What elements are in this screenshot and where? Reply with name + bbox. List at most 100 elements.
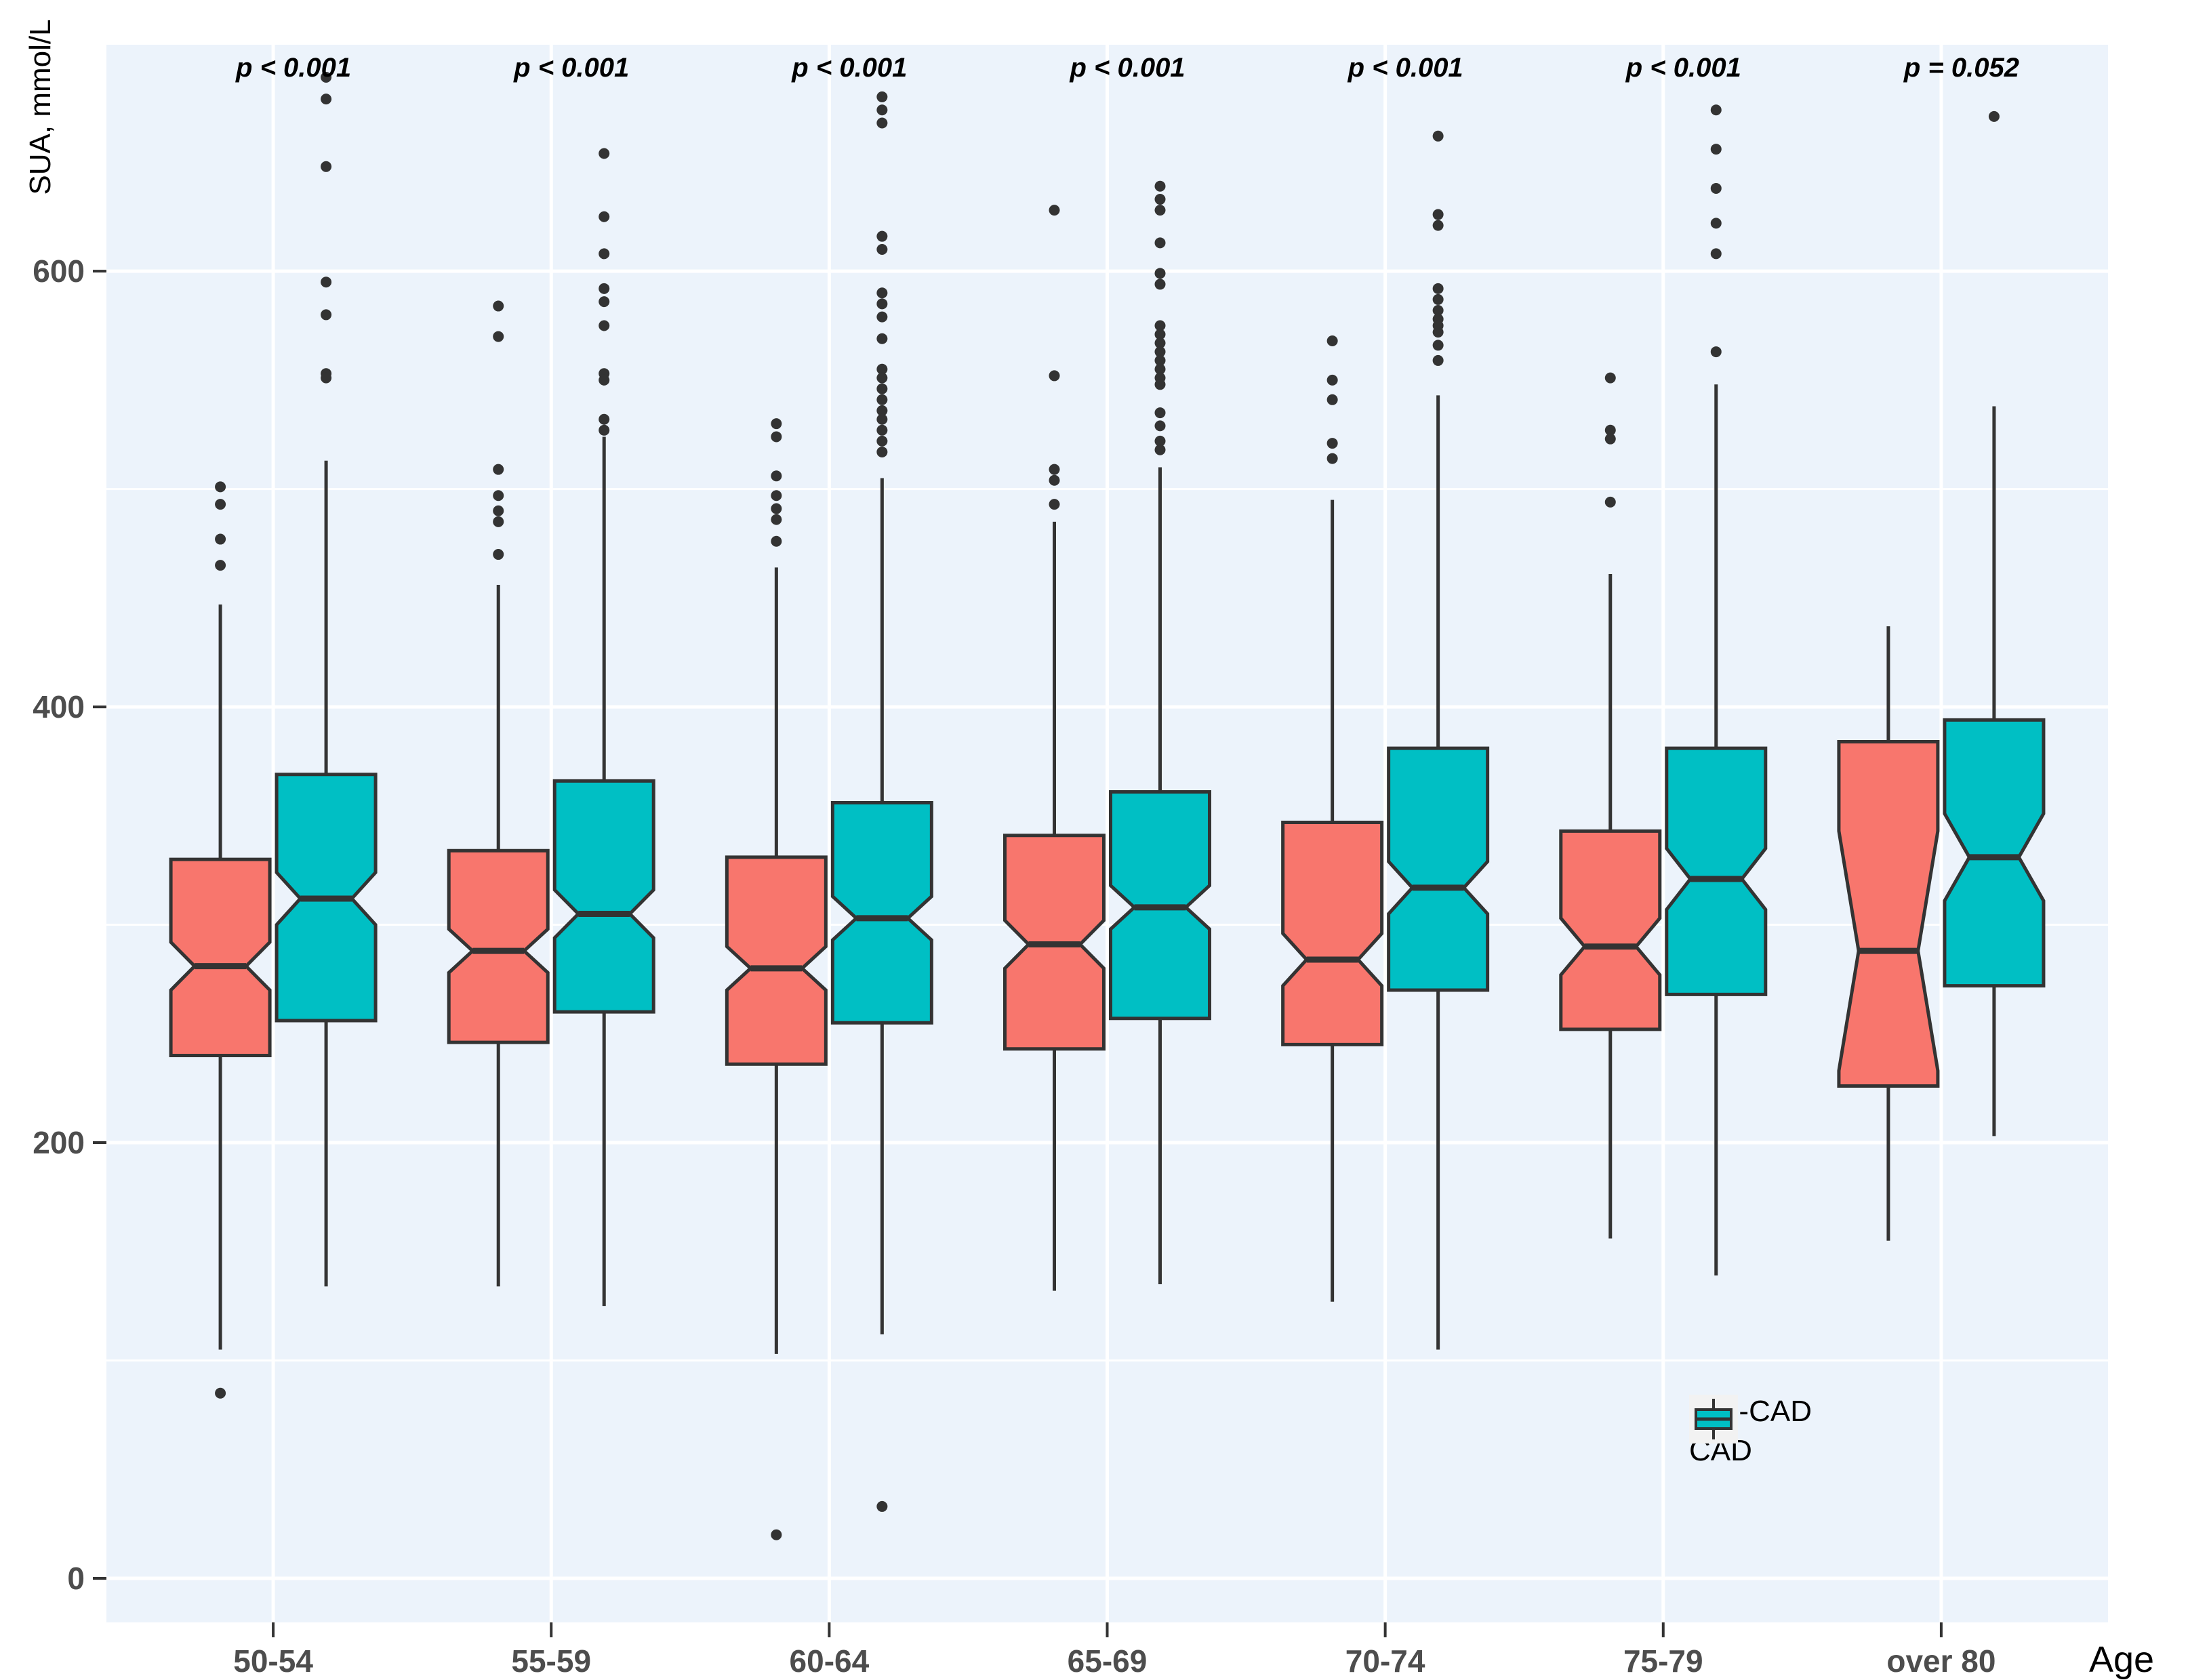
outlier-dot (599, 374, 610, 386)
outlier-dot (493, 505, 504, 516)
outlier-dot (215, 560, 226, 571)
outlier-dot (1154, 337, 1166, 349)
outlier-dot (1710, 248, 1722, 260)
box-non-CAD-55-59 (447, 848, 550, 1044)
outlier-dot (1432, 130, 1444, 142)
x-tick-label: over 80 (1886, 1643, 1996, 1679)
outlier-dot (1154, 363, 1166, 375)
outlier-dot (771, 431, 782, 443)
outlier-dot (493, 331, 504, 342)
outlier-dot (771, 470, 782, 482)
outlier-dot (1154, 354, 1166, 366)
p-value-label: p = 0.052 (1903, 53, 2019, 83)
outlier-dot (1154, 180, 1166, 192)
outlier-dot (876, 333, 888, 344)
box-CAD-55-59 (552, 779, 655, 1014)
outlier-dot (1154, 420, 1166, 432)
outlier-dot (1154, 205, 1166, 216)
outlier-dot (1326, 394, 1338, 405)
outlier-dot (771, 514, 782, 525)
outlier-dot (1154, 407, 1166, 419)
outlier-dot (215, 533, 226, 545)
outlier-dot (1154, 320, 1166, 331)
box-CAD-over 80 (1943, 718, 2046, 988)
outlier-dot (1710, 104, 1722, 116)
outlier-dot (1326, 374, 1338, 386)
outlier-dot (1049, 205, 1060, 216)
outlier-dot (1710, 144, 1722, 155)
box-CAD-75-79 (1665, 746, 1768, 996)
outlier-dot (1326, 335, 1338, 346)
outlier-dot (876, 363, 888, 375)
outlier-dot (1604, 372, 1616, 384)
legend: non-CAD CAD (1689, 1395, 1812, 1468)
p-value-label: p < 0.001 (1348, 53, 1463, 83)
outlier-dot (1604, 424, 1616, 436)
outlier-dot (1049, 370, 1060, 382)
outlier-dot (1710, 218, 1722, 229)
outlier-dot (599, 211, 610, 222)
outlier-dot (1432, 293, 1444, 305)
outlier-dot (493, 549, 504, 560)
outlier-dot (876, 1500, 888, 1512)
outlier-dot (599, 424, 610, 436)
p-value-label: p < 0.001 (1070, 53, 1186, 83)
box-non-CAD-50-54 (169, 857, 272, 1057)
x-tick-label: 75-79 (1623, 1643, 1703, 1679)
outlier-dot (876, 117, 888, 129)
box-CAD-60-64 (830, 801, 933, 1025)
outlier-dot (876, 435, 888, 447)
outlier-dot (771, 1529, 782, 1540)
outlier-dot (876, 298, 888, 310)
outlier-dot (876, 104, 888, 116)
outlier-dot (321, 309, 332, 321)
outlier-dot (771, 503, 782, 514)
outlier-dot (1049, 464, 1060, 475)
box-CAD-70-74 (1387, 746, 1490, 992)
outlier-dot (215, 1387, 226, 1399)
outlier-dot (1432, 340, 1444, 351)
y-axis-title: SUA, mmol/L (24, 19, 57, 195)
box-non-CAD-60-64 (725, 855, 828, 1066)
outlier-dot (321, 372, 332, 384)
outlier-dot (599, 320, 610, 331)
outlier-dot (215, 499, 226, 510)
outlier-dot (1604, 433, 1616, 445)
p-value-label: p < 0.001 (236, 53, 352, 83)
x-tick-label: 70-74 (1345, 1643, 1425, 1679)
outlier-dot (1049, 474, 1060, 486)
outlier-dot (876, 287, 888, 299)
outlier-dot (1154, 329, 1166, 340)
outlier-dot (215, 481, 226, 493)
outlier-dot (876, 405, 888, 416)
outlier-dot (771, 535, 782, 547)
outlier-dot (321, 94, 332, 105)
outlier-dot (876, 243, 888, 255)
p-value-label: p < 0.001 (792, 53, 908, 83)
outlier-dot (599, 413, 610, 425)
legend-item: CAD (1689, 1395, 1812, 1468)
outlier-dot (876, 91, 888, 102)
outlier-dot (1988, 110, 2000, 122)
outlier-dot (599, 148, 610, 159)
outlier-dot (876, 424, 888, 436)
outlier-dot (493, 300, 504, 312)
outlier-dot (876, 372, 888, 384)
p-value-label: p < 0.001 (514, 53, 630, 83)
outlier-dot (1432, 354, 1444, 366)
outlier-dot (493, 490, 504, 501)
outlier-dot (321, 276, 332, 288)
outlier-dot (1432, 304, 1444, 316)
outlier-dot (1154, 346, 1166, 358)
outlier-dot (876, 394, 888, 405)
x-tick-label: 60-64 (789, 1643, 870, 1679)
outlier-dot (876, 383, 888, 394)
outlier-dot (1432, 209, 1444, 220)
outlier-dot (321, 72, 332, 83)
outlier-dot (1154, 279, 1166, 290)
outlier-dot (1326, 453, 1338, 464)
outlier-dot (876, 413, 888, 425)
outlier-dot (493, 464, 504, 475)
